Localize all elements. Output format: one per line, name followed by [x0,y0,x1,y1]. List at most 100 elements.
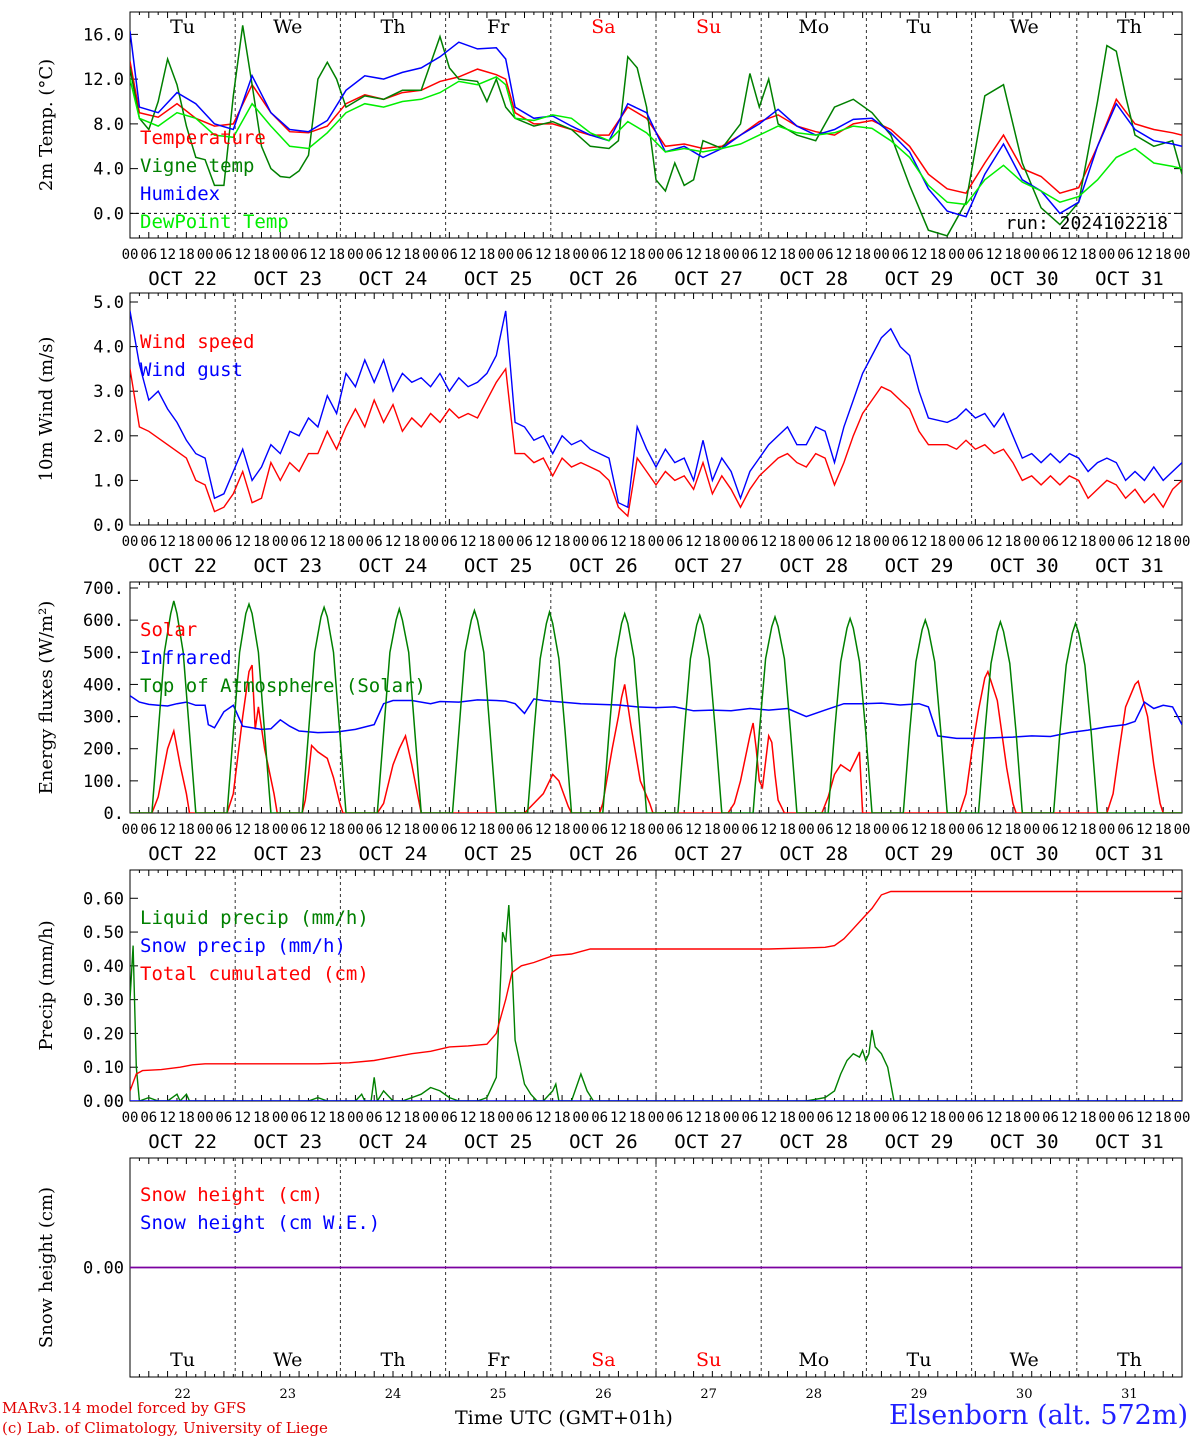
hour-tick-label: 12 [610,247,627,263]
hour-tick-label: 12 [309,247,326,263]
hour-tick-label: 00 [197,1110,214,1126]
y-axis-label: 10m Wind (m/s) [36,337,57,482]
hour-tick-label: 00 [572,534,589,550]
y-tick-label: 16.0 [83,25,124,45]
y-axis-label: Energy fluxes (W/m²) [36,601,57,795]
hour-tick-label: 00 [948,247,965,263]
day-number-label: 29 [911,1387,928,1402]
hour-tick-label: 00 [572,1110,589,1126]
hour-tick-label: 12 [159,534,176,550]
weekday-label-top: Tu [170,16,195,38]
hour-tick-label: 06 [817,822,834,838]
hour-tick-label: 18 [178,822,195,838]
hour-tick-label: 06 [140,534,157,550]
hour-tick-label: 06 [591,534,608,550]
weekday-label-bottom: We [273,1349,302,1371]
hour-tick-label: 18 [554,534,571,550]
date-label: OCT 24 [359,555,428,577]
hour-tick-label: 00 [422,822,439,838]
hour-tick-label: 12 [760,1110,777,1126]
hour-tick-label: 18 [704,534,721,550]
y-tick-label: 700. [83,579,124,599]
date-label: OCT 28 [779,555,848,577]
hour-tick-label: 12 [1061,822,1078,838]
y-tick-label: 0.00 [83,1092,124,1112]
hour-tick-label: 12 [460,1110,477,1126]
hour-tick-label: 12 [309,534,326,550]
weekday-label-bottom: Sa [591,1349,615,1371]
hour-tick-label: 12 [1061,1110,1078,1126]
hour-tick-label: 06 [1042,534,1059,550]
y-tick-label: 8.0 [93,115,124,135]
date-label: OCT 23 [253,843,322,865]
hour-tick-label: 12 [760,534,777,550]
date-label: OCT 28 [779,1131,848,1153]
hour-tick-label: 00 [948,822,965,838]
hour-tick-label: 00 [648,534,665,550]
hour-tick-label: 06 [1117,1110,1134,1126]
hour-tick-label: 06 [967,247,984,263]
y-axis-label: Precip (mm/h) [36,920,57,1050]
hour-tick-label: 18 [1004,822,1021,838]
hour-tick-label: 12 [159,822,176,838]
weekday-label-bottom: We [1010,1349,1039,1371]
hour-tick-label: 06 [140,247,157,263]
lab-credit: (c) Lab. of Climatology, University of L… [2,1419,328,1437]
y-tick-label: 500. [83,643,124,663]
hour-tick-label: 12 [385,534,402,550]
hour-tick-label: 00 [798,822,815,838]
hour-tick-label: 06 [140,1110,157,1126]
hour-tick-label: 12 [685,247,702,263]
legend-entry: Infrared [140,647,232,669]
run-label: run: 2024102218 [1005,213,1168,234]
y-tick-label: 600. [83,611,124,631]
day-number-label: 24 [385,1387,402,1402]
hour-tick-label: 06 [516,534,533,550]
hour-tick-label: 12 [1136,534,1153,550]
hour-tick-label: 06 [366,247,383,263]
hour-tick-label: 12 [309,822,326,838]
hour-tick-label: 00 [422,534,439,550]
series-line-top-of-atmosphere-solar- [130,600,1182,813]
hour-tick-label: 00 [1023,247,1040,263]
hour-tick-label: 06 [1042,1110,1059,1126]
date-label: OCT 27 [674,555,743,577]
legend-entry: DewPoint Temp [140,211,289,233]
hour-tick-label: 12 [234,822,251,838]
hour-tick-label: 00 [497,534,514,550]
hour-tick-label: 18 [328,1110,345,1126]
hour-tick-label: 00 [1174,534,1191,550]
date-label: OCT 27 [674,268,743,290]
y-tick-label: 0.0 [93,204,124,224]
hour-tick-label: 18 [253,534,270,550]
y-tick-label: 200. [83,740,124,760]
hour-tick-label: 00 [1174,1110,1191,1126]
hour-tick-label: 12 [835,247,852,263]
hour-tick-label: 18 [854,1110,871,1126]
hour-tick-label: 18 [178,247,195,263]
hour-tick-label: 18 [554,1110,571,1126]
y-tick-label: 3.0 [93,382,124,402]
date-label: OCT 31 [1095,555,1164,577]
hour-tick-label: 06 [215,247,232,263]
hour-tick-label: 12 [986,247,1003,263]
hour-tick-label: 18 [779,822,796,838]
hour-tick-label: 06 [591,1110,608,1126]
y-axis-label: 2m Temp. (°C) [36,59,57,191]
hour-tick-label: 12 [159,247,176,263]
hour-tick-label: 06 [741,247,758,263]
hour-tick-label: 18 [554,822,571,838]
hour-tick-label: 06 [516,1110,533,1126]
hour-tick-label: 12 [385,822,402,838]
hour-tick-label: 00 [648,247,665,263]
hour-tick-label: 18 [704,247,721,263]
hour-tick-label: 12 [986,534,1003,550]
date-label: OCT 30 [990,1131,1059,1153]
date-label: OCT 26 [569,268,638,290]
date-label: OCT 25 [464,268,533,290]
hour-tick-label: 00 [1098,247,1115,263]
hour-tick-label: 18 [253,1110,270,1126]
date-label: OCT 27 [674,843,743,865]
y-tick-label: 0.0 [93,516,124,536]
hour-tick-label: 06 [892,534,909,550]
